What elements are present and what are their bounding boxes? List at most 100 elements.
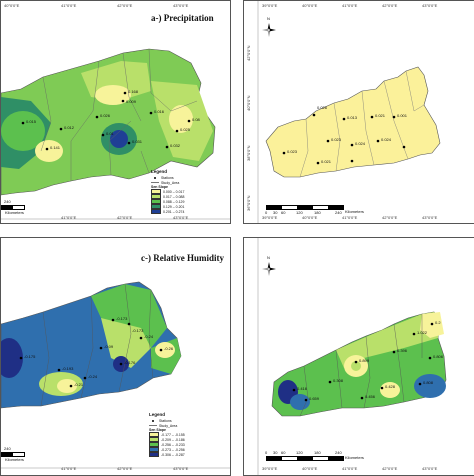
scale-tick: 0 xyxy=(265,450,268,455)
north-label: N xyxy=(267,255,270,260)
north-arrow xyxy=(262,262,276,276)
legend-class-label: -0.256 – -0.233 xyxy=(161,442,185,447)
legend-study-area: Study_Area xyxy=(159,423,178,428)
station-value-label: 0.808 xyxy=(423,380,434,385)
panel-title: a-) Precipitation xyxy=(151,13,214,23)
station-value-label: 0.021 xyxy=(321,159,332,164)
station-value-label: 0.024 xyxy=(381,137,392,142)
lon-tick: 42°0'0"E xyxy=(117,215,133,220)
scale-tick: 120 xyxy=(296,210,303,215)
lon-tick: 39°0'0"E xyxy=(262,3,278,8)
lon-tick: 40°0'0"E xyxy=(302,215,318,220)
lon-tick: 41°0'0"E xyxy=(342,215,358,220)
scale-bar xyxy=(266,205,344,210)
station-value-label: 0.806 xyxy=(433,354,444,359)
province-boundaries xyxy=(40,283,154,407)
zone-blue-center xyxy=(110,130,128,148)
station-value-label: 0.456 xyxy=(365,394,376,399)
station-value-label: -0.193 xyxy=(62,366,74,371)
panel-title: c-) Relative Humidity xyxy=(141,253,224,263)
scale-tick: 120 xyxy=(296,450,303,455)
legend-stations: Stations xyxy=(159,418,172,423)
zone-blue-west xyxy=(290,394,310,410)
station-value-label: -0.173 xyxy=(116,316,128,321)
station-points xyxy=(19,318,163,388)
station-value-label: 0.023 xyxy=(331,137,342,142)
legend-class-label: 0.129 – 0.201 xyxy=(163,204,185,209)
lon-tick: 42°0'0"E xyxy=(382,466,398,471)
map-panel-d: N 0.2 1.022 0.899 0.396 0.806 0.416 0.30… xyxy=(243,237,474,476)
legend-class-label: 0.201 – 0.274 xyxy=(163,209,185,214)
map-d-graphic xyxy=(257,238,447,475)
lon-tick: 40°0'0"E xyxy=(302,466,318,471)
station-value-label: 0.026 xyxy=(317,105,328,110)
zone-blue-east xyxy=(414,374,446,398)
station-value-label: 0.031 xyxy=(132,139,143,144)
scale-bar xyxy=(1,205,25,210)
station-value-label: -0.21 xyxy=(74,382,84,387)
lon-tick: 43°0'0"E xyxy=(173,215,189,220)
lon-tick: 41°0'0"E xyxy=(342,466,358,471)
station-value-label: 0.023 xyxy=(287,149,298,154)
zone-light-green-north xyxy=(336,312,440,368)
scale-bar xyxy=(1,452,25,457)
zone-yellow-south xyxy=(35,140,63,162)
lon-tick: 42°0'0"E xyxy=(382,3,398,8)
zone-yellow-south xyxy=(380,382,400,398)
lon-tick: 43°0'0"E xyxy=(422,215,438,220)
lat-tick: 42°0'0"N xyxy=(246,45,251,61)
map-legend: Legend Stations Study_Area Sen Slope -0.… xyxy=(149,412,185,458)
station-value-label: 0.2 xyxy=(435,320,441,325)
province-boundaries xyxy=(299,314,423,417)
station-value-label: 0.01 xyxy=(106,131,114,136)
legend-title: Legend xyxy=(149,412,166,417)
legend-class-label: -0.177 – -0.155 xyxy=(161,432,185,437)
scale-tick: 60 xyxy=(281,210,286,215)
legend-sen-slope: Sen Slope xyxy=(149,428,166,432)
zone-dark-blue-west xyxy=(1,338,23,378)
scale-tick: 240 xyxy=(335,210,342,215)
zone-yellow-east xyxy=(155,342,175,358)
legend-class-label: -0.306 – -0.287 xyxy=(161,452,185,457)
station-value-label: 0.032 xyxy=(170,143,181,148)
legend-study-area: Study_Area xyxy=(161,180,180,185)
station-value-label: 0.021 xyxy=(375,113,386,118)
lat-tick: 40°0'0"N xyxy=(246,95,251,111)
scale-tick: 0 xyxy=(265,210,268,215)
station-value-label: 0.001 xyxy=(397,113,408,118)
station-points xyxy=(292,322,434,402)
station-value-label: 0.899 xyxy=(359,358,370,363)
station-points xyxy=(282,113,406,165)
station-value-label: 0.168 xyxy=(128,89,139,94)
legend-stations: Stations xyxy=(161,175,174,180)
station-points xyxy=(21,91,191,151)
scale-end-label: 240 xyxy=(4,446,11,451)
scale-tick: 30 xyxy=(273,450,278,455)
province-boundaries xyxy=(299,70,425,178)
compass-icon xyxy=(262,262,276,276)
lon-tick: 42°0'0"E xyxy=(382,215,398,220)
zone-yellow-south xyxy=(57,379,77,393)
legend-class-label: -0.273 – -0.256 xyxy=(161,447,185,452)
station-value-label: -0.26 xyxy=(164,346,174,351)
station-value-label: 0.659 xyxy=(309,396,320,401)
lon-tick: 43°0'0"E xyxy=(422,3,438,8)
station-value-label: 0.308 xyxy=(333,378,344,383)
station-value-label: 0.428 xyxy=(385,384,396,389)
scale-tick: 60 xyxy=(281,450,286,455)
station-value-label: 0.025 xyxy=(180,127,191,132)
map-panel-relative-humidity: c-) Relative Humidity -0.173 -0.173 -0.2… xyxy=(0,237,231,476)
station-value-label: 0.009 xyxy=(126,99,137,104)
lon-tick: 39°0'0"E xyxy=(262,466,278,471)
lat-tick: 36°0'0"N xyxy=(246,195,251,211)
station-value-label: 0.08 xyxy=(192,117,200,122)
lon-tick: 43°0'0"E xyxy=(173,466,189,471)
lon-tick: 40°0'0"E xyxy=(4,3,20,8)
lon-tick: 41°0'0"E xyxy=(61,466,77,471)
lon-tick: 41°0'0"E xyxy=(342,3,358,8)
lon-tick: 42°0'0"E xyxy=(117,466,133,471)
north-arrow xyxy=(262,23,276,37)
lat-tick: 38°0'0"N xyxy=(246,145,251,161)
legend-title: Legend xyxy=(151,169,168,174)
scale-tick: 240 xyxy=(335,450,342,455)
